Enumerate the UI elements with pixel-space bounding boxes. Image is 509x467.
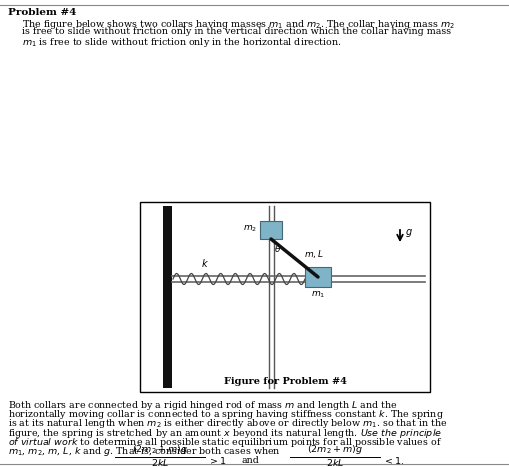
Text: $\theta$: $\theta$ <box>273 243 281 254</box>
Text: horizontally moving collar is connected to a spring having stiffness constant $k: horizontally moving collar is connected … <box>8 408 443 421</box>
Text: Figure for Problem #4: Figure for Problem #4 <box>223 377 346 386</box>
Text: $> 1$: $> 1$ <box>208 455 227 466</box>
Text: figure, the spring is stretched by an amount $x$ beyond its natural length. $\it: figure, the spring is stretched by an am… <box>8 426 441 439</box>
Text: $m_1$ is free to slide without friction only in the horizontal direction.: $m_1$ is free to slide without friction … <box>22 36 341 50</box>
Bar <box>140 202 429 392</box>
Text: $2kL$: $2kL$ <box>151 457 169 467</box>
Text: Problem #4: Problem #4 <box>8 8 76 17</box>
Text: $2kL$: $2kL$ <box>325 457 344 467</box>
Text: is at its natural length when $m_2$ is either directly above or directly below $: is at its natural length when $m_2$ is e… <box>8 417 447 431</box>
Text: $\it{of\ virtual\ work}$ to determine all possible static equilibrium points for: $\it{of\ virtual\ work}$ to determine al… <box>8 436 441 449</box>
Text: Both collars are connected by a rigid hinged rod of mass $m$ and length $L$ and : Both collars are connected by a rigid hi… <box>8 399 397 412</box>
Text: $(2m_2 + m)g$: $(2m_2 + m)g$ <box>132 443 187 456</box>
Text: $m_1$, $m_2$, $m$, $L$, $k$ and $g$. That is, consider both cases when: $m_1$, $m_2$, $m$, $L$, $k$ and $g$. Tha… <box>8 445 280 458</box>
Text: is free to slide without friction only in the vertical direction which the colla: is free to slide without friction only i… <box>22 27 450 36</box>
Text: and: and <box>241 456 259 465</box>
Text: $m_2$: $m_2$ <box>242 224 257 234</box>
Text: $(2m_2 + m)g$: $(2m_2 + m)g$ <box>306 443 362 456</box>
Text: $k$: $k$ <box>201 257 209 269</box>
Text: The figure below shows two collars having masses $m_1$ and $m_2$. The collar hav: The figure below shows two collars havin… <box>22 18 454 31</box>
Text: $< 1.$: $< 1.$ <box>382 455 404 466</box>
Text: $g$: $g$ <box>404 227 412 239</box>
Text: $m_1$: $m_1$ <box>310 289 325 299</box>
Bar <box>260 221 281 239</box>
Bar <box>304 267 330 287</box>
Text: $m, L$: $m, L$ <box>304 248 324 260</box>
Bar <box>163 206 172 388</box>
